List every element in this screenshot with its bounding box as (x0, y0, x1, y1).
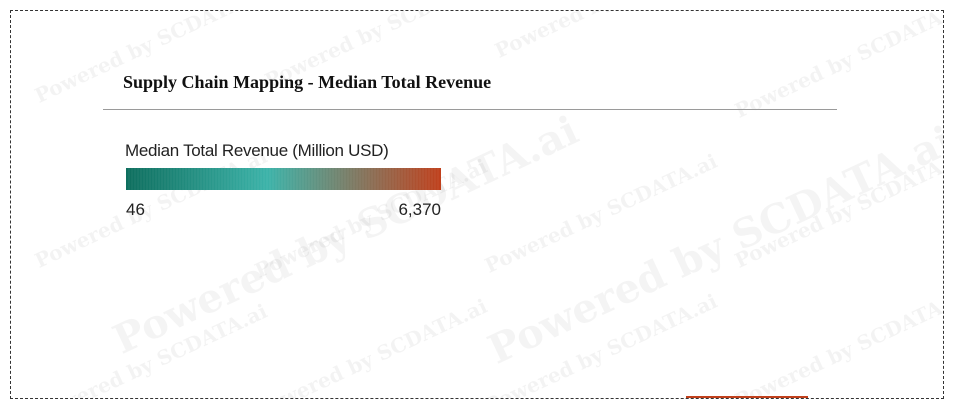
legend-color-scale (126, 168, 441, 190)
watermark-text: Powered by SCDATA.ai (31, 11, 271, 108)
map-region-fragment (686, 396, 808, 398)
watermark-text: Powered by SCDATA.ai (481, 117, 943, 374)
watermark-text: Powered by SCDATA.ai (731, 11, 943, 123)
watermark-text: Powered by SCDATA.ai (491, 11, 731, 63)
legend-stripes (128, 168, 439, 190)
watermark-text: Powered by SCDATA.ai (731, 144, 943, 273)
legend-min-label: 46 (126, 200, 145, 219)
watermark-text: Powered by SCDATA.ai (251, 294, 491, 398)
legend-max-label: 6,370 (398, 200, 441, 219)
legend-title: Median Total Revenue (Million USD) (125, 141, 389, 160)
watermark-layer: Powered by SCDATA.aiPowered by SCDATA.ai… (11, 11, 943, 398)
legend-gradient-rect (126, 168, 441, 190)
watermark-text: Powered by SCDATA.ai (481, 289, 721, 398)
watermark-text: Powered by SCDATA.ai (481, 149, 721, 278)
chart-title: Supply Chain Mapping - Median Total Reve… (123, 72, 492, 92)
title-divider (103, 109, 837, 110)
watermark-text: Powered by SCDATA.ai (31, 299, 271, 398)
watermark-text: Powered by SCDATA.ai (31, 144, 271, 273)
chart-frame: Powered by SCDATA.aiPowered by SCDATA.ai… (10, 10, 944, 399)
watermark-text: Powered by SCDATA.ai (731, 284, 943, 398)
